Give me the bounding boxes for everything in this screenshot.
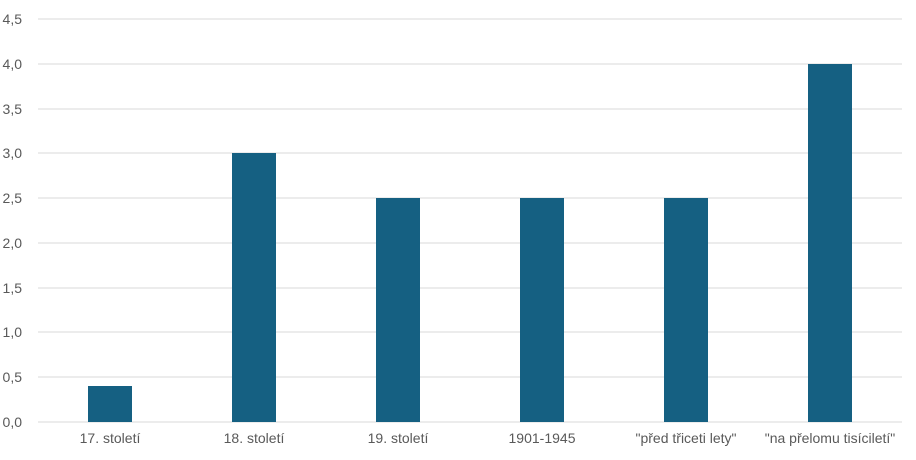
y-tick-label: 1,0 xyxy=(2,324,22,341)
gridline xyxy=(38,287,902,289)
bar-6 xyxy=(808,63,852,422)
y-tick-label: 0,0 xyxy=(2,414,22,430)
gridline xyxy=(38,242,902,244)
x-tick-label: 18. století xyxy=(223,430,285,446)
gridline xyxy=(38,108,902,110)
x-tick-label: 1901-1945 xyxy=(508,430,576,446)
x-tick-label: 19. století xyxy=(367,430,429,446)
x-tick-label: "na přelomu tisíciletí" xyxy=(764,430,896,446)
bar-5 xyxy=(664,198,708,422)
y-tick-label: 4,5 xyxy=(2,11,22,27)
x-tick-label: "před třiceti lety" xyxy=(635,430,737,446)
gridline xyxy=(38,18,902,20)
gridline xyxy=(38,63,902,65)
y-tick-label: 2,5 xyxy=(2,190,22,207)
bar-3 xyxy=(376,198,420,422)
gridline xyxy=(38,197,902,199)
y-tick-label: 1,5 xyxy=(2,279,22,296)
y-tick-label: 3,5 xyxy=(2,100,22,117)
gridline xyxy=(38,421,902,423)
y-tick-label: 2,0 xyxy=(2,234,22,251)
y-tick-label: 4,0 xyxy=(2,55,22,72)
gridline xyxy=(38,152,902,154)
bar-1 xyxy=(88,386,132,422)
bar-2 xyxy=(232,153,276,422)
x-tick-label: 17. století xyxy=(79,430,141,446)
bar-4 xyxy=(520,198,564,422)
gridline xyxy=(38,331,902,333)
gridline xyxy=(38,376,902,378)
y-tick-label: 0,5 xyxy=(2,369,22,386)
y-tick-label: 3,0 xyxy=(2,145,22,162)
